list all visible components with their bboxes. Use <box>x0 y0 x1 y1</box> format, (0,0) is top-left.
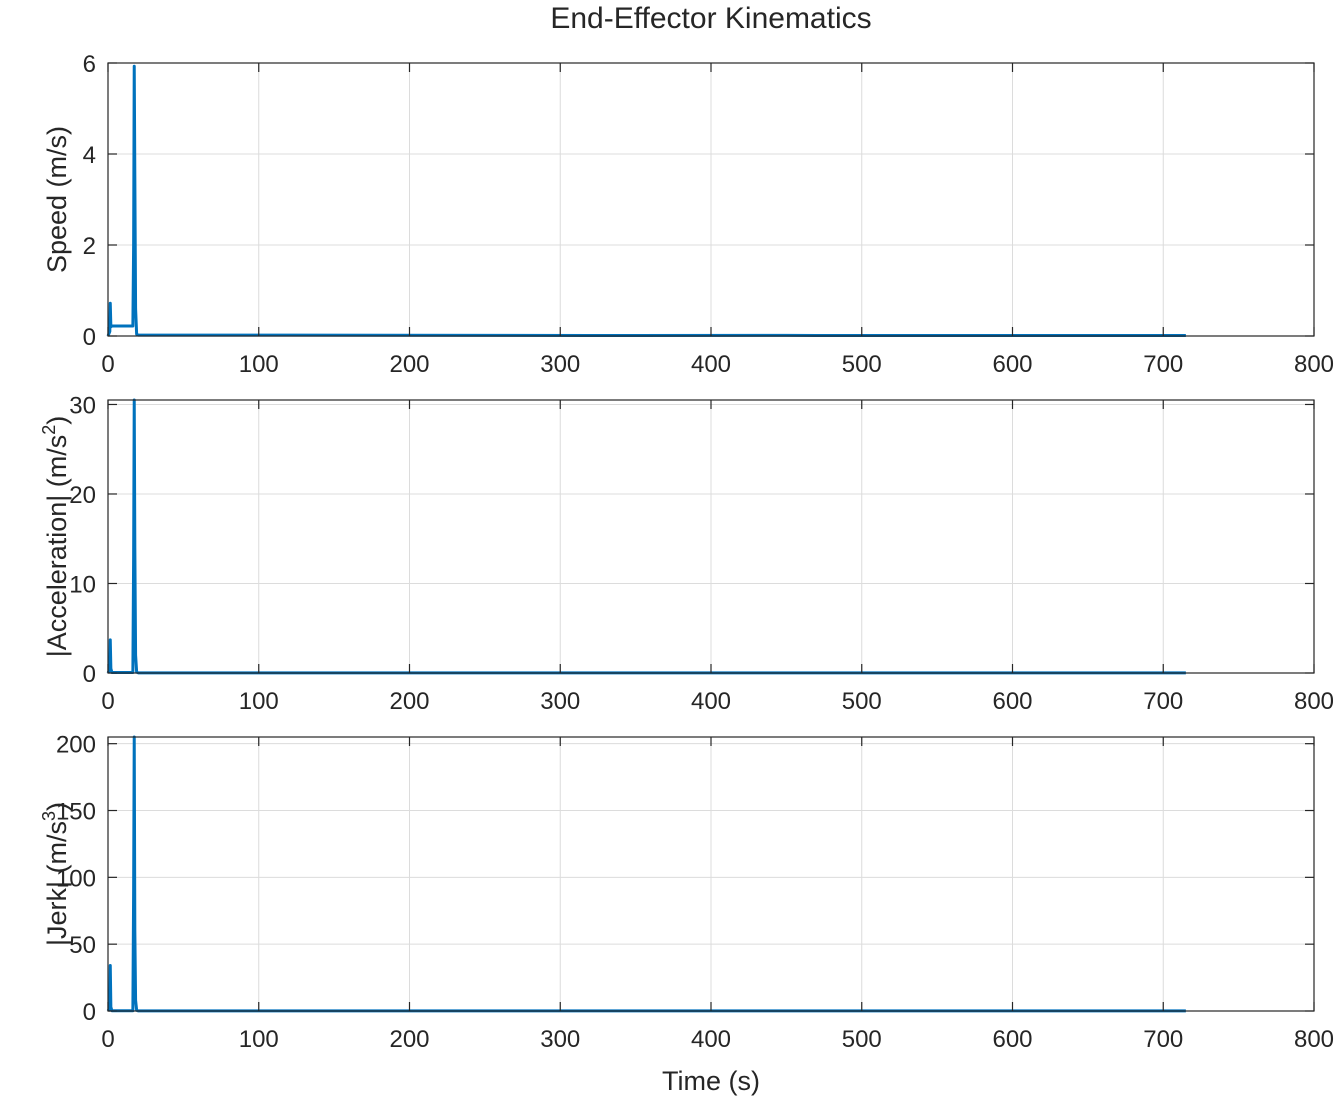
y-tick-label: 150 <box>56 799 96 826</box>
y-tick-label: 0 <box>83 999 96 1026</box>
series-line-1 <box>106 398 1186 675</box>
subplot-1: 0 100 200 300 400 500 600 700 800 0 2 4 6 Speed (m/s) <box>42 51 1334 378</box>
x-tick-label: 700 <box>1143 1026 1183 1053</box>
y-tick-label: 2 <box>83 233 96 260</box>
x-tick-label: 400 <box>691 688 731 715</box>
x-tick-label: 0 <box>101 688 114 715</box>
series-line-1 <box>106 735 1186 1013</box>
subplot-3: 0 100 200 300 400 500 600 700 800 0 50 100 150 200 |Je… <box>39 732 1334 1096</box>
subplot-2: 0 100 200 300 400 500 600 700 800 0 10 20 30|Acceler… <box>39 392 1334 715</box>
y-tick-label: 100 <box>56 865 96 892</box>
y-tick-label: 200 <box>56 732 96 759</box>
x-tick-label: 400 <box>691 351 731 378</box>
x-tick-label: 200 <box>389 688 429 715</box>
y-tick-label: 50 <box>69 932 96 959</box>
y-tick-label: 4 <box>83 142 96 169</box>
x-tick-label: 0 <box>101 1026 114 1053</box>
x-tick-label: 600 <box>992 1026 1032 1053</box>
x-tick-label: 800 <box>1294 351 1334 378</box>
x-tick-label: 500 <box>842 1026 882 1053</box>
y-tick-label: 30 <box>69 392 96 419</box>
y-tick-label: 0 <box>83 324 96 351</box>
x-tick-label: 500 <box>842 351 882 378</box>
x-tick-label: 500 <box>842 688 882 715</box>
x-tick-label: 800 <box>1294 1026 1334 1053</box>
x-tick-label: 800 <box>1294 688 1334 715</box>
x-tick-label: 600 <box>992 351 1032 378</box>
x-tick-label: 700 <box>1143 351 1183 378</box>
series-line-1 <box>106 64 1186 338</box>
x-tick-label: 300 <box>540 688 580 715</box>
x-tick-label: 400 <box>691 1026 731 1053</box>
y-axis-label: |Acceleration| (m/s2) <box>39 416 72 658</box>
y-axis-label: Speed (m/s) <box>42 126 72 273</box>
x-tick-label: 200 <box>389 351 429 378</box>
y-tick-label: 6 <box>83 51 96 78</box>
y-tick-label: 10 <box>69 571 96 598</box>
x-tick-label: 300 <box>540 351 580 378</box>
y-tick-label: 20 <box>69 482 96 509</box>
x-tick-label: 300 <box>540 1026 580 1053</box>
figure-title: End-Effector Kinematics <box>550 2 871 35</box>
x-tick-label: 100 <box>239 688 279 715</box>
y-tick-label: 0 <box>83 661 96 688</box>
y-axis-label: |Jerk| (m/s3) <box>39 802 72 946</box>
x-tick-label: 100 <box>239 351 279 378</box>
x-tick-label: 200 <box>389 1026 429 1053</box>
x-tick-label: 100 <box>239 1026 279 1053</box>
x-axis-label: Time (s) <box>662 1066 760 1096</box>
x-tick-label: 700 <box>1143 688 1183 715</box>
x-tick-label: 600 <box>992 688 1032 715</box>
x-tick-label: 0 <box>101 351 114 378</box>
